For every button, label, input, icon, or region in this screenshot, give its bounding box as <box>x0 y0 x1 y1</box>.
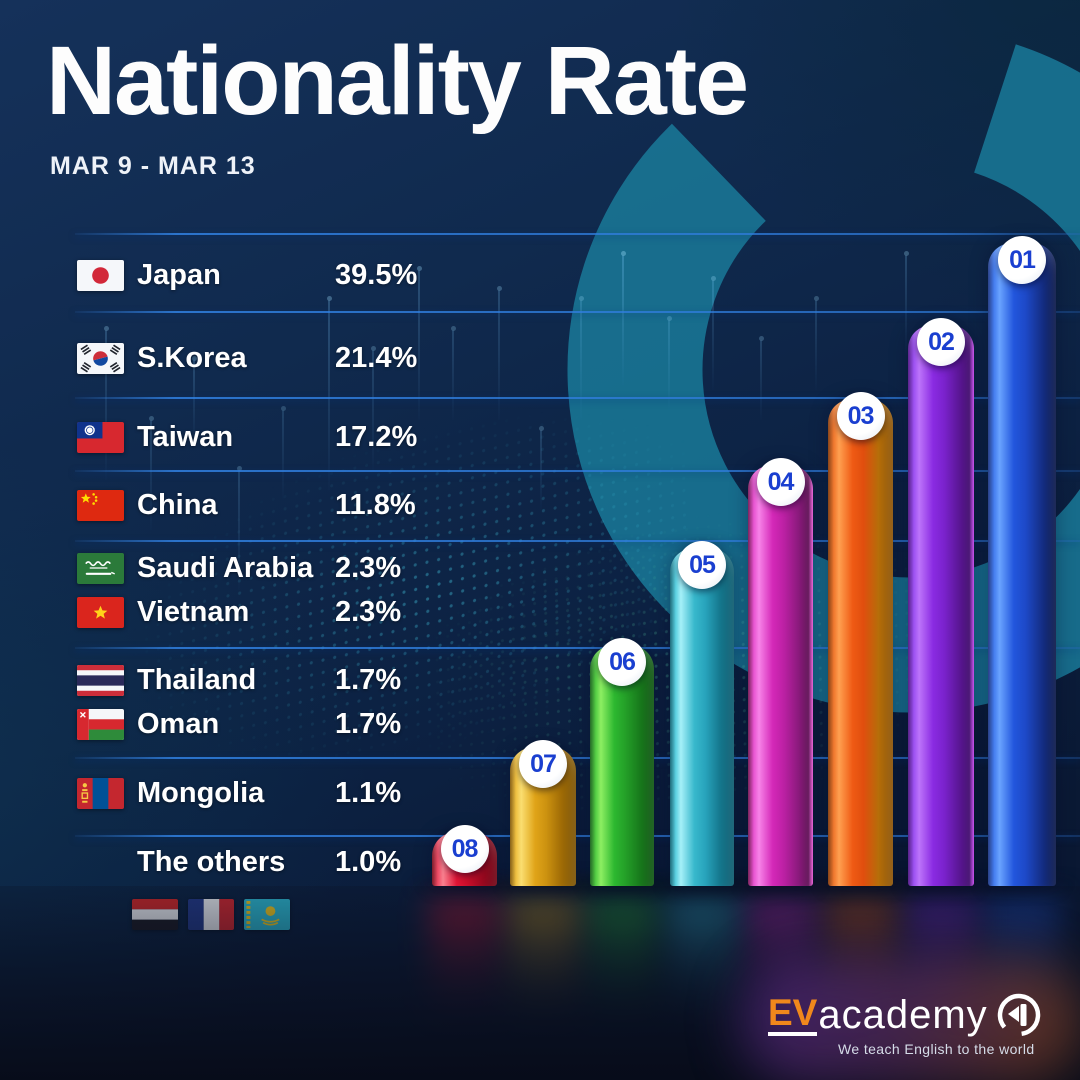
light-streak <box>103 326 109 480</box>
rank-badge-06: 06 <box>598 638 646 686</box>
table-row: Mongolia 1.1% <box>77 769 401 817</box>
rank-bar-01 <box>988 243 1056 886</box>
percentage-value: 1.1% <box>335 776 402 809</box>
south-korea-flag-icon <box>77 342 124 374</box>
rank-number: 08 <box>451 834 479 863</box>
country-label: The others <box>137 845 286 878</box>
percentage-value: 17.2% <box>335 420 418 453</box>
percentage-value: 21.4% <box>335 341 418 374</box>
percentage-value: 2.3% <box>335 595 402 628</box>
flag-placeholder <box>77 847 124 878</box>
rank-badge-02: 02 <box>917 318 965 366</box>
saudi-arabia-flag-icon <box>77 552 124 584</box>
percentage-value: 11.8% <box>335 488 416 521</box>
country-label: S.Korea <box>137 341 247 374</box>
percentage-value: 1.0% <box>335 845 402 878</box>
light-streak <box>236 466 242 590</box>
light-streak <box>416 266 422 420</box>
light-streak <box>710 276 716 390</box>
percentage-value: 39.5% <box>335 258 418 291</box>
rank-number: 04 <box>767 467 795 496</box>
rank-bar-03 <box>828 399 893 886</box>
rank-bar-05 <box>670 548 734 886</box>
brand-arrow-icon <box>997 993 1040 1037</box>
light-streak <box>191 356 197 440</box>
light-streak <box>326 296 332 490</box>
light-streak <box>813 296 819 390</box>
rank-number: 01 <box>1009 245 1036 274</box>
mongolia-flag-icon <box>77 777 124 809</box>
japan-flag-icon <box>77 259 124 291</box>
percentage-value: 1.7% <box>335 707 402 740</box>
country-label: Japan <box>137 258 221 291</box>
table-row: The others 1.0% <box>77 838 401 886</box>
rank-number: 02 <box>928 327 955 356</box>
rank-number: 07 <box>530 749 557 778</box>
brand-tagline: We teach English to the world <box>838 1041 1035 1057</box>
light-streak <box>370 346 376 470</box>
country-label: Thailand <box>137 663 257 696</box>
oman-flag-icon <box>77 708 124 740</box>
grid-line <box>75 540 1080 542</box>
grid-line <box>75 397 1080 399</box>
country-label: Taiwan <box>137 420 234 453</box>
table-row: China 11.8% <box>77 481 416 529</box>
rank-badge-01: 01 <box>998 236 1046 284</box>
table-row: Thailand 1.7% <box>77 656 401 704</box>
brand-row: EV academy <box>768 992 1042 1038</box>
light-streak <box>903 251 909 355</box>
country-label: China <box>137 488 218 521</box>
country-label: Vietnam <box>137 595 250 628</box>
country-label: Mongolia <box>137 776 265 809</box>
grid-line <box>75 835 1080 837</box>
grid-line <box>75 647 1080 649</box>
rank-badge-08: 08 <box>440 825 489 873</box>
light-streak <box>148 416 154 530</box>
table-row: Vietnam 2.3% <box>77 588 401 636</box>
table-row: Taiwan 17.2% <box>77 413 417 461</box>
taiwan-flag-icon <box>77 421 124 453</box>
date-range: MAR 9 - MAR 13 <box>50 152 256 180</box>
percentage-value: 2.3% <box>335 551 402 584</box>
table-row: S.Korea 21.4% <box>77 334 417 382</box>
grid-line <box>75 233 1080 235</box>
light-streak <box>450 326 456 420</box>
circle-ring-decoration <box>567 27 1080 713</box>
rank-number: 06 <box>609 647 636 676</box>
table-row: Oman 1.7% <box>77 700 401 748</box>
china-flag-icon <box>77 489 124 521</box>
country-label: Oman <box>137 707 220 740</box>
light-streak <box>620 251 626 385</box>
light-streak <box>578 296 584 420</box>
table-row: Japan 39.5% <box>77 251 417 299</box>
rank-badge-07: 07 <box>519 740 567 788</box>
grid-line <box>75 757 1080 759</box>
light-streak <box>280 406 286 500</box>
percentage-value: 1.7% <box>335 663 402 696</box>
table-row: Saudi Arabia 2.3% <box>77 544 401 592</box>
rank-bar-04 <box>748 465 813 886</box>
rank-badge-05: 05 <box>678 541 726 589</box>
rank-bar-02 <box>908 325 974 886</box>
light-streak <box>666 316 672 410</box>
rank-badge-04: 04 <box>756 458 805 506</box>
light-streak <box>496 286 502 420</box>
page-title: Nationality Rate <box>46 26 749 135</box>
rank-number: 05 <box>689 550 716 579</box>
brand-logo: EV academy We teach English to the world <box>768 992 1042 1057</box>
grid-line <box>75 311 1080 313</box>
rank-number: 03 <box>847 401 875 430</box>
rank-badge-03: 03 <box>836 392 885 440</box>
grid-line <box>75 470 1080 472</box>
thailand-flag-icon <box>77 664 124 696</box>
vietnam-flag-icon <box>77 596 124 628</box>
brand-ev: EV <box>768 994 818 1036</box>
country-label: Saudi Arabia <box>137 551 314 584</box>
light-streak <box>758 336 764 420</box>
brand-academy: academy <box>818 993 988 1037</box>
